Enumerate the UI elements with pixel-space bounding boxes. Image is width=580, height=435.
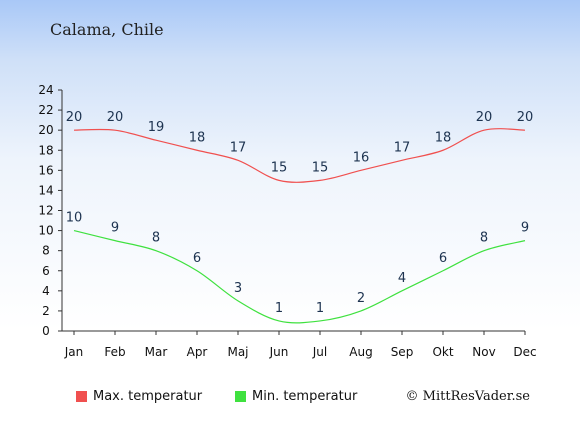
- data-label-min: 6: [193, 251, 201, 266]
- x-tick-label: Feb: [104, 345, 125, 359]
- data-label-max: 18: [189, 130, 206, 145]
- data-label-min: 6: [439, 251, 447, 266]
- x-tick-label: Jul: [312, 345, 327, 359]
- y-tick-label: 18: [38, 143, 53, 157]
- chart-data-labels: 20 20 19 18 17 15 15 16 17 18 20 20 10 9 8 6 3 1 1 2 4 6 8 9: [66, 110, 534, 316]
- x-tick-label: Maj: [227, 345, 248, 359]
- data-label-min: 4: [398, 271, 406, 286]
- legend-label-max: Max. temperatur: [93, 389, 203, 404]
- y-tick-label: 20: [38, 123, 53, 137]
- y-tick-label: 10: [38, 224, 53, 238]
- legend-item-max: Max. temperatur: [76, 389, 202, 404]
- y-tick-label: 4: [42, 284, 50, 298]
- x-tick-label: Sep: [391, 345, 414, 359]
- y-tick-label: 2: [42, 304, 50, 318]
- y-tick-label: 12: [38, 204, 53, 218]
- x-tick-label: Dec: [513, 345, 536, 359]
- series-line-min: [73, 230, 526, 324]
- data-label-max: 15: [312, 160, 329, 175]
- data-label-max: 17: [394, 140, 411, 155]
- data-label-max: 20: [517, 110, 534, 125]
- x-tick-label: Aug: [349, 345, 372, 359]
- chart-series: [73, 128, 526, 324]
- data-label-min: 9: [521, 221, 529, 236]
- y-tick-label: 16: [38, 163, 53, 177]
- data-label-min: 9: [111, 221, 119, 236]
- x-tick-label: Mar: [145, 345, 168, 359]
- y-tick-label: 8: [42, 244, 50, 258]
- x-tick-label: Nov: [472, 345, 495, 359]
- x-tick-label: Jun: [269, 345, 289, 359]
- legend-swatch-max: [76, 391, 87, 402]
- data-label-max: 15: [271, 160, 288, 175]
- data-label-max: 20: [66, 110, 83, 125]
- data-label-max: 16: [353, 150, 370, 165]
- legend-swatch-min: [235, 391, 246, 402]
- data-label-min: 2: [357, 291, 365, 306]
- legend-label-min: Min. temperatur: [252, 389, 358, 404]
- data-label-max: 20: [107, 110, 124, 125]
- data-label-min: 8: [152, 231, 160, 246]
- legend-item-min: Min. temperatur: [235, 389, 357, 404]
- y-tick-label: 6: [42, 264, 50, 278]
- y-tick-label: 22: [38, 103, 53, 117]
- y-tick-label: 24: [38, 83, 53, 97]
- x-tick-label: Okt: [432, 345, 453, 359]
- x-tick-label: Jan: [64, 345, 84, 359]
- series-line-max: [73, 128, 526, 183]
- data-label-max: 18: [435, 130, 452, 145]
- chart-location-title: Calama, Chile: [50, 20, 164, 39]
- y-tick-label: 0: [42, 324, 50, 338]
- data-label-max: 17: [230, 140, 247, 155]
- data-label-min: 10: [66, 211, 83, 226]
- y-tick-label: 14: [38, 183, 53, 197]
- data-label-min: 1: [275, 301, 283, 316]
- x-tick-label: Apr: [187, 345, 208, 359]
- data-label-min: 8: [480, 231, 488, 246]
- data-label-min: 3: [234, 281, 242, 296]
- data-label-max: 19: [148, 120, 165, 135]
- data-label-max: 20: [476, 110, 493, 125]
- data-label-min: 1: [316, 301, 324, 316]
- source-credit: © MittResVader.se: [405, 389, 530, 404]
